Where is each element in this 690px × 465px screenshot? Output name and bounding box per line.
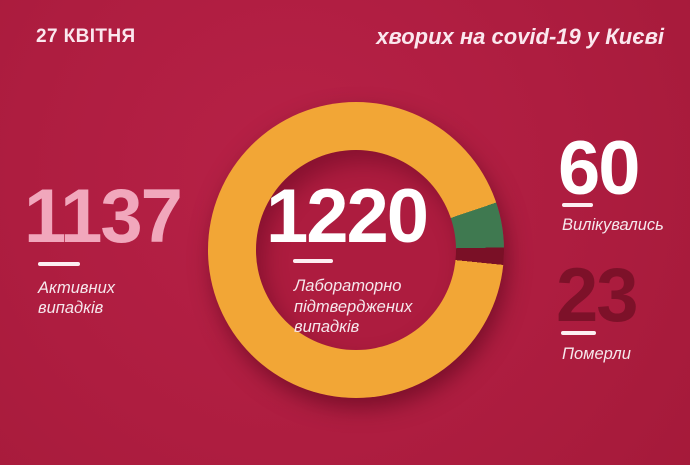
confirmed-cases-stat: 1220 Лабораторно підтверджених випадків: [208, 102, 504, 398]
active-cases-label-line: Активних: [38, 278, 116, 297]
recovered-stat: 60 Вилікувались: [556, 131, 686, 251]
confirmed-cases-value: 1220: [266, 174, 429, 259]
confirmed-cases-divider: [293, 259, 333, 263]
deaths-divider: [561, 331, 596, 335]
deaths-label: Померли: [562, 345, 631, 363]
active-cases-label: Активних випадків: [38, 278, 181, 319]
page-title: хворих на covid-19 у Києві: [376, 24, 664, 49]
deaths-stat: 23 Померли: [556, 258, 686, 378]
recovered-divider: [562, 203, 593, 207]
confirmed-cases-label-line: Лабораторно: [294, 277, 402, 295]
date-label: 27 КВІТНЯ: [36, 26, 136, 47]
recovered-label: Вилікувались: [562, 216, 664, 234]
active-cases-divider: [38, 262, 80, 266]
active-cases-stat: 1137 Активних випадків: [24, 174, 183, 319]
donut-hole: [256, 150, 456, 350]
deaths-value: 23: [556, 253, 639, 338]
donut-chart: 1220 Лабораторно підтверджених випадків: [208, 102, 504, 398]
confirmed-cases-label-line: підтверджених: [294, 297, 413, 316]
active-cases-label-line: випадків: [38, 299, 104, 318]
confirmed-cases-label: Лабораторно підтверджених випадків: [294, 276, 412, 338]
recovered-value: 60: [558, 126, 641, 211]
active-cases-value: 1137: [24, 174, 183, 259]
confirmed-cases-label-line: випадків: [294, 318, 360, 337]
